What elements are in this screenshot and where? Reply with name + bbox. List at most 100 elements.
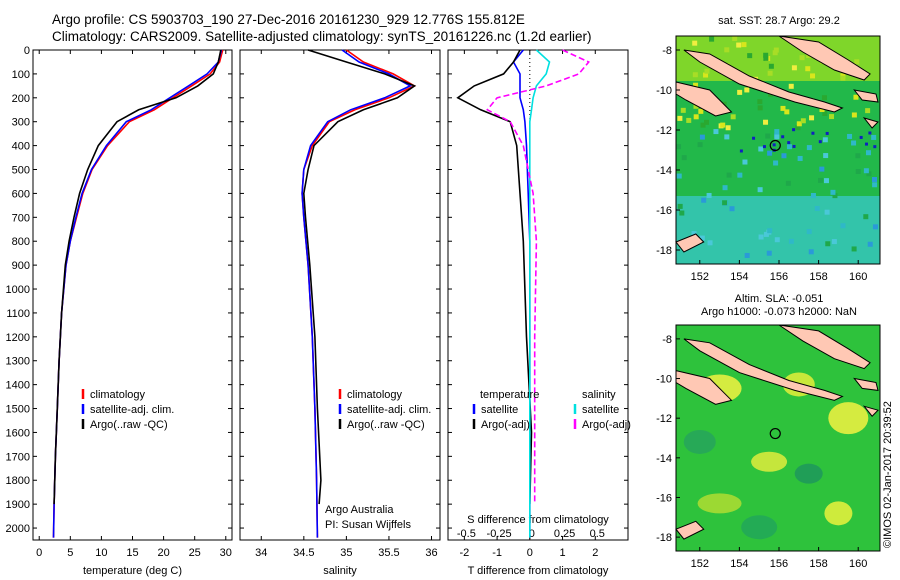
lon-tick-label: 158 [809,271,827,283]
sst-pixel [823,153,829,159]
lat-tick-label: -16 [656,205,672,217]
sst-pixel [788,238,794,244]
sst-pixel [854,59,860,65]
sst-pixel [791,65,797,71]
sst-pixel [810,193,816,199]
sst-pixel [691,231,697,237]
sst-pixel [825,241,831,247]
legend-title-salinity: salinity [582,389,616,401]
sst-pixel [737,89,743,95]
sst-pixel [763,231,769,237]
sst-pixel [706,192,712,198]
sst-cold-pixel [811,131,815,135]
y-tick-label: 1400 [6,380,30,392]
y-tick-label: 1100 [6,308,30,320]
lat-tick-label: -8 [662,45,672,57]
lon-tick-label: 156 [770,558,788,570]
sst-pixel [758,234,764,240]
sst-pixel [797,155,803,161]
sst-pixel [722,185,728,191]
legend-label: satellite-adj. clim. [90,404,174,416]
lat-tick-label: -18 [656,245,672,257]
x-axis-label: salinity [323,565,357,577]
sst-pixel [693,103,699,109]
x-axis-label: T difference from climatology [468,565,609,577]
land-polygon [778,324,871,370]
sst-pixel [867,241,873,247]
sst-pixel [725,125,731,131]
y-tick-label: 200 [12,93,30,105]
lat-tick-label: -12 [656,125,672,137]
sst-pixel [767,70,773,76]
s-tick-label: -0.25 [487,528,512,540]
x-tick-label: 25 [189,547,201,559]
y-tick-label: 1500 [6,404,30,416]
sst-pixel [677,115,683,121]
series-line-s-satellite [528,49,551,538]
sst-pixel [699,134,705,140]
sst-cold-pixel [762,145,766,149]
sst-pixel [819,107,825,113]
land-polygon [683,49,844,113]
sst-pixel [713,129,719,135]
lon-tick-label: 160 [849,271,867,283]
legend-label: Argo(..raw -QC) [90,419,168,431]
lat-tick-label: -8 [662,334,672,346]
lat-tick-label: -14 [656,453,672,465]
y-tick-label: 1700 [6,451,30,463]
land-polygon [862,405,879,417]
legend-label: satellite [481,404,518,416]
sst-pixel [872,177,878,183]
land-polygon [853,89,879,103]
map-frame [675,35,881,265]
x-tick-label: 36 [425,547,437,559]
sst-cold-pixel [825,131,829,135]
chart-title-line2: Climatology: CARS2009. Satellite-adjuste… [52,29,592,44]
y-tick-label: 1800 [6,475,30,487]
x-tick-label: 2 [592,547,598,559]
y-tick-label: 800 [12,236,30,248]
sst-pixel [865,108,871,114]
sst-pixel [741,42,747,48]
x-tick-label: 10 [95,547,107,559]
sst-pixel [757,187,763,193]
sst-pixel [821,95,827,101]
sst-pixel [788,83,794,89]
sst-pixel [795,125,801,131]
sst-pixel [866,171,872,177]
sst-pixel [851,112,857,118]
sst-pixel [763,119,769,125]
sst-cold-pixel [868,131,872,135]
chart-title-line1: Argo profile: CS 5903703_190 27-Dec-2016… [52,12,525,27]
sst-pixel [830,189,836,195]
sst-pixel [724,47,730,53]
land-polygon [778,35,871,81]
lon-tick-label: 158 [809,558,827,570]
sst-pixel [720,122,726,128]
sst-pixel [766,250,772,256]
panel-annotation: Argo Australia [325,504,394,516]
lat-tick-label: -18 [656,532,672,544]
sst-pixel [832,193,838,199]
x-tick-label: 20 [157,547,169,559]
sst-cold-pixel [781,135,785,139]
map-frame [675,324,881,552]
sst-pixel [693,82,699,88]
panel-annotation: PI: Susan Wijffels [325,519,411,531]
legend-label: Argo(..raw -QC) [347,419,425,431]
profile-panel-3: -2 -1 0 1 2 T difference from climatology -0.5… [447,49,631,577]
land-polygon [675,233,705,253]
sst-pixel [831,239,837,245]
sst-pixel [763,52,769,58]
sst-pixel [758,146,764,152]
sla-blob [751,451,788,472]
series-line-argo-raw-qc- [302,49,417,505]
legend-label: climatology [347,389,403,401]
sst-pixel [865,150,871,156]
sst-pixel [796,121,802,127]
profile-panel-2: 34 34.5 35 35.5 36 salinity climatology satelli… [239,49,441,577]
sst-pixel [799,55,805,61]
sst-pixel [765,133,771,139]
sst-pixel [851,246,857,252]
lat-tick-label: -10 [656,374,672,386]
